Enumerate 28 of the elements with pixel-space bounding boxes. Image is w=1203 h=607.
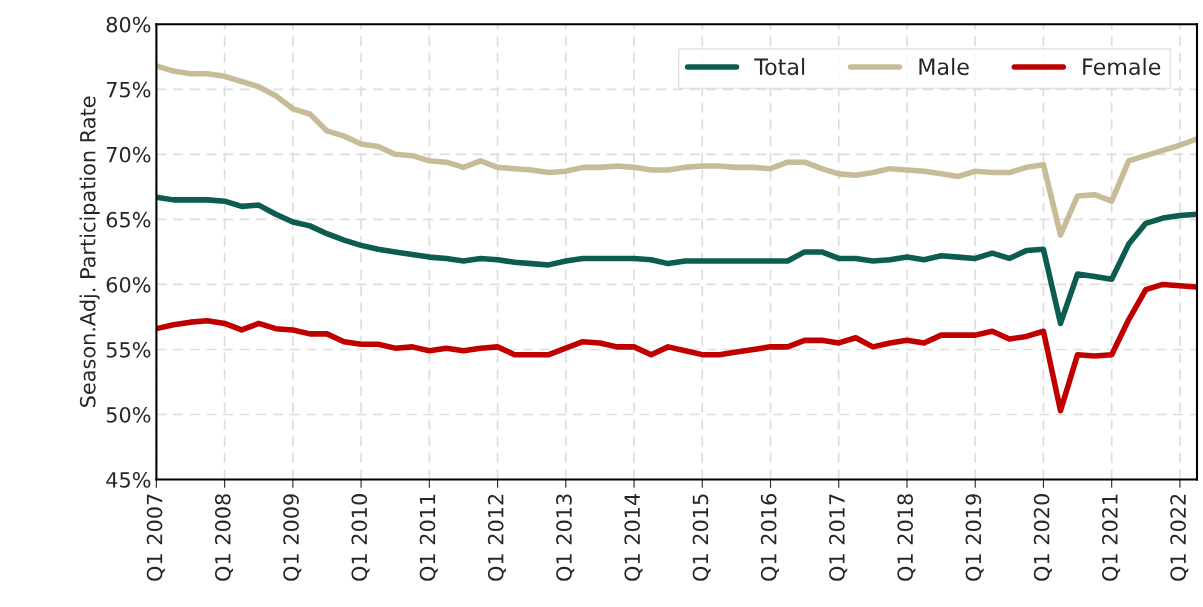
x-tick-label: Q1 2014 xyxy=(624,493,643,581)
x-tick-label: Q1 2017 xyxy=(829,494,848,581)
x-tick-label: Q1 2011 xyxy=(419,494,438,581)
y-tick-label: 55% xyxy=(106,341,151,358)
x-tick-label: Q1 2015 xyxy=(692,494,711,581)
y-axis-title: Season.Adj. Participation Rate xyxy=(79,96,100,407)
x-tick-label: Q1 2013 xyxy=(556,494,575,581)
x-tick-label: Q1 2007 xyxy=(146,494,165,581)
x-tick-label: Q1 2021 xyxy=(1101,494,1121,581)
y-tick-label: 70% xyxy=(106,146,151,163)
x-tick-label: Q1 2010 xyxy=(351,494,370,581)
y-tick-label: 75% xyxy=(106,81,151,98)
x-tick-label: Q1 2016 xyxy=(760,494,779,581)
y-tick-label: 65% xyxy=(106,211,151,228)
x-tick-label: Q1 2018 xyxy=(897,494,916,581)
x-tick-label: Q1 2012 xyxy=(487,494,506,581)
x-tick-label: Q1 2020 xyxy=(1033,494,1052,581)
x-tick-label: Q1 2022 xyxy=(1170,494,1189,581)
y-tick-label: 45% xyxy=(106,471,151,488)
x-tick-label: Q1 2008 xyxy=(214,494,234,581)
legend-label: Male xyxy=(919,57,969,76)
x-tick-label: Q1 2019 xyxy=(965,494,984,581)
y-tick-label: 60% xyxy=(106,276,151,293)
y-tick-label: 80% xyxy=(106,16,151,33)
legend-label: Female xyxy=(1083,57,1161,76)
y-tick-label: 50% xyxy=(106,406,151,423)
legend-label: Total xyxy=(754,57,805,76)
x-tick-label: Q1 2009 xyxy=(283,494,302,581)
